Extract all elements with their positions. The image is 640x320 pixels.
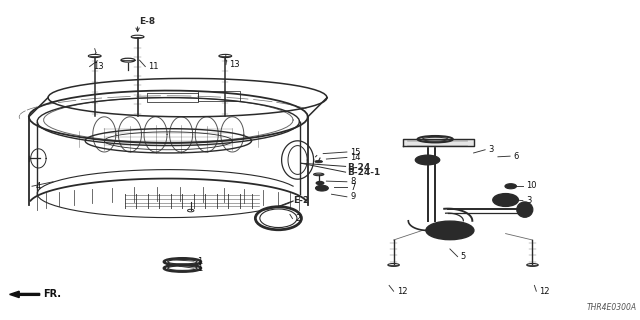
Text: 6: 6 xyxy=(513,152,518,161)
Text: 13: 13 xyxy=(229,60,240,69)
Text: 12: 12 xyxy=(540,287,550,296)
Text: 1: 1 xyxy=(197,257,202,266)
Ellipse shape xyxy=(493,194,518,206)
Text: 10: 10 xyxy=(526,181,536,190)
Text: 8: 8 xyxy=(350,177,355,186)
Text: FR.: FR. xyxy=(44,289,61,300)
Ellipse shape xyxy=(517,202,532,217)
Text: 13: 13 xyxy=(93,62,104,71)
Ellipse shape xyxy=(505,184,516,189)
Ellipse shape xyxy=(415,155,440,165)
Text: 9: 9 xyxy=(350,192,355,201)
Text: 11: 11 xyxy=(148,62,159,71)
Text: 3: 3 xyxy=(526,196,531,205)
Text: 2: 2 xyxy=(296,214,301,223)
Text: 3: 3 xyxy=(488,145,493,154)
Text: 7: 7 xyxy=(350,183,355,192)
Text: 5: 5 xyxy=(461,252,466,261)
Text: E-8: E-8 xyxy=(140,17,156,26)
Text: B-24-1: B-24-1 xyxy=(348,168,381,177)
Ellipse shape xyxy=(497,196,514,204)
Text: 14: 14 xyxy=(350,153,360,162)
Text: B-24: B-24 xyxy=(348,163,371,172)
Text: 12: 12 xyxy=(397,287,407,296)
Ellipse shape xyxy=(316,185,328,191)
Ellipse shape xyxy=(426,221,474,240)
Text: E-2: E-2 xyxy=(293,196,309,205)
Text: 1: 1 xyxy=(197,264,202,273)
Text: THR4E0300A: THR4E0300A xyxy=(587,303,637,312)
Ellipse shape xyxy=(420,157,436,163)
Polygon shape xyxy=(10,291,40,298)
Ellipse shape xyxy=(315,160,323,163)
Text: 15: 15 xyxy=(350,148,360,156)
Polygon shape xyxy=(403,139,474,146)
Text: 4: 4 xyxy=(35,182,40,191)
Circle shape xyxy=(316,181,324,185)
